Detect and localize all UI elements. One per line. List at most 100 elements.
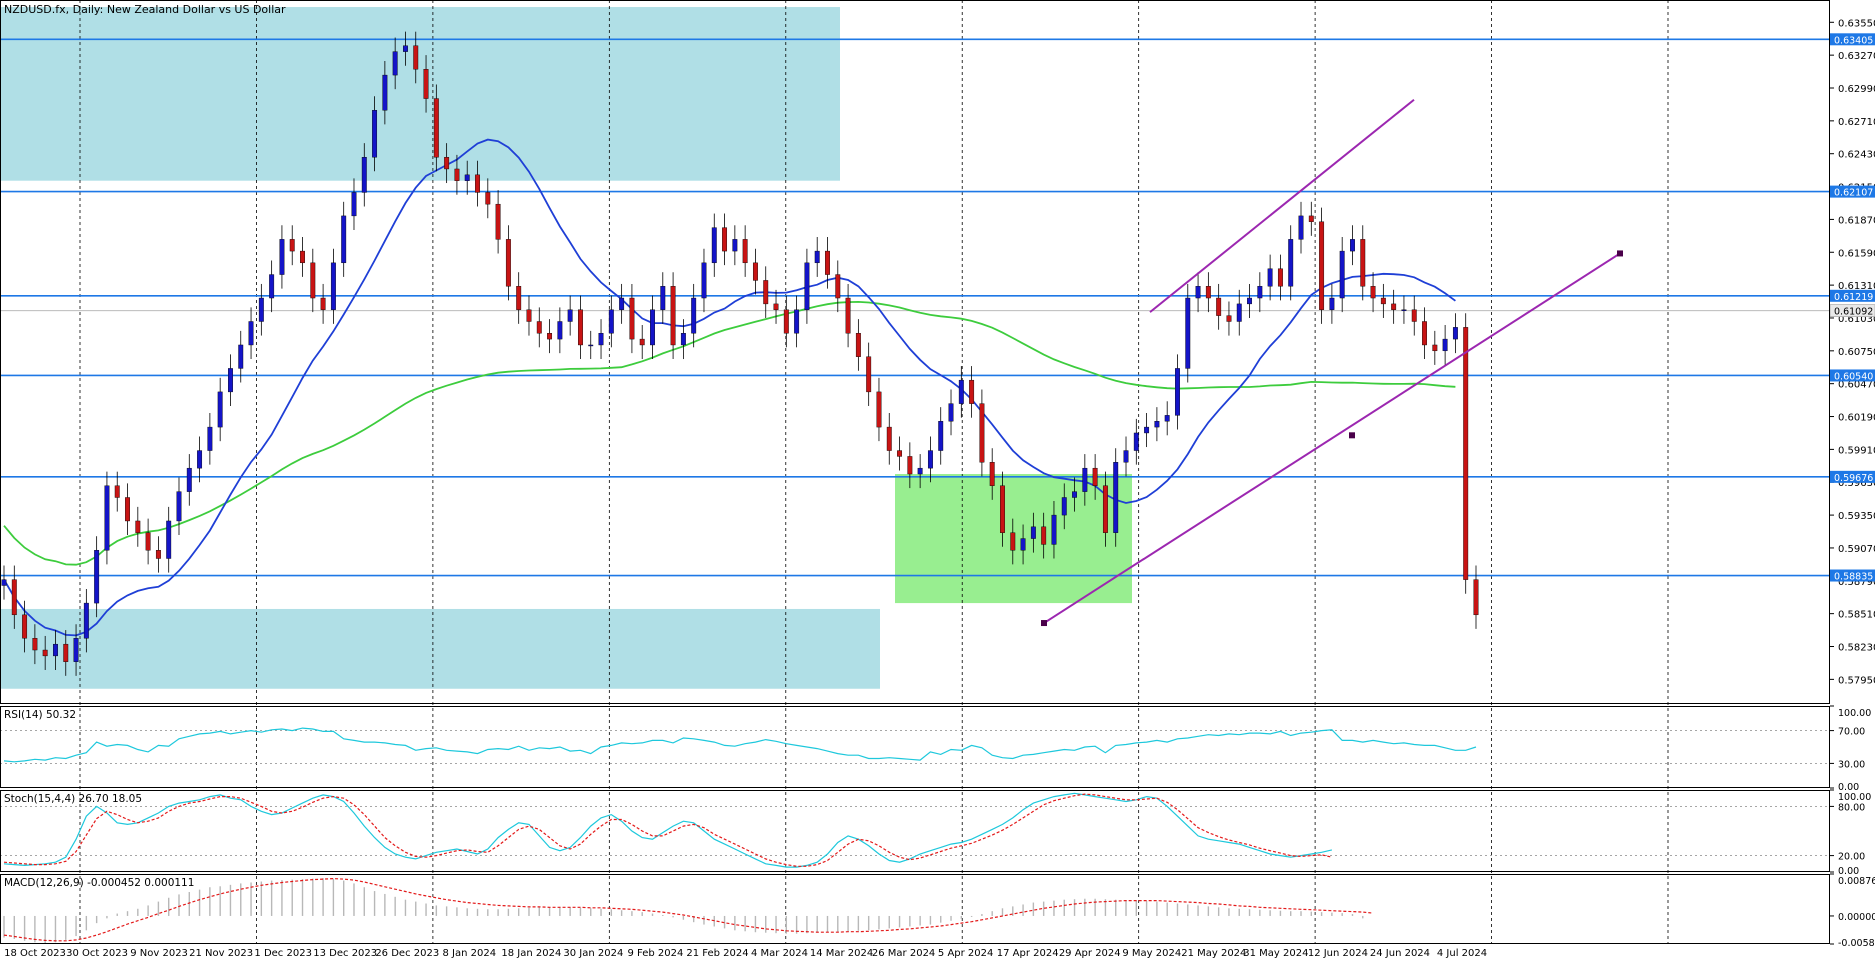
date-tick-label: 21 May 2024 [1181,948,1246,959]
bull-candle [1175,368,1180,416]
rsi-tick-label: 70.00 [1838,727,1865,738]
date-tick-label: 21 Feb 2024 [686,948,748,959]
bear-candle [536,321,542,334]
bull-candle [958,379,964,404]
rsi-tick-label: 30.00 [1838,759,1865,770]
bear-candle [42,649,48,657]
bull-candle [83,602,89,639]
bear-candle [1308,215,1314,222]
bear-candle [876,391,882,428]
date-tick-label: 18 Jan 2024 [501,948,561,959]
bull-candle [1350,239,1355,252]
bear-candle [670,286,676,346]
bull-candle [197,450,203,469]
bull-candle [1452,327,1458,340]
bull-candle [732,239,738,252]
bear-candle [547,333,553,340]
bull-candle [598,333,604,346]
date-tick-label: 12 Jun 2024 [1308,948,1368,959]
bull-candle [1113,462,1119,533]
date-tick-label: 29 Apr 2024 [1059,948,1121,959]
bear-candle [310,262,316,299]
stoch-tick-label: 80.00 [1838,802,1865,813]
rsi-rsi-line [3,727,1477,763]
bull-candle [248,321,254,346]
bull-candle [680,333,686,346]
bear-candle [886,426,892,451]
bull-candle [588,344,594,347]
date-tick-label: 4 Jul 2024 [1437,948,1487,959]
bear-candle [835,274,841,299]
date-tick-label: 30 Jan 2024 [563,948,623,959]
bear-candle [722,227,728,252]
bear-candle [495,203,501,240]
bear-candle [742,239,748,264]
macd-tick-label: 0.000000 [1838,912,1875,923]
ma-fast-line [3,138,1456,637]
bear-candle [516,286,522,310]
bear-candle [1205,286,1211,299]
bull-candle [217,391,223,428]
level-price-tag-text: 0.59676 [1834,473,1873,484]
stoch-tick-label: 100.00 [1838,792,1871,803]
bear-candle [423,69,429,99]
panel-frame [0,790,1830,872]
bull-candle [948,403,954,422]
bear-candle [1432,344,1438,352]
bear-candle [866,356,872,393]
bull-candle [330,262,336,310]
date-tick-label: 4 Mar 2024 [751,948,808,959]
date-tick-label: 5 Apr 2024 [938,948,993,959]
bear-candle [752,262,758,281]
bear-candle [1226,315,1232,322]
bear-candle [1463,327,1469,580]
bear-candle [763,280,769,305]
bear-candle [1092,467,1098,486]
bear-candle [505,239,511,287]
bull-candle [94,550,100,604]
bull-candle [691,297,697,334]
bull-candle [1339,250,1345,299]
bear-candle [413,45,419,70]
bull-candle [1051,514,1057,545]
bull-candle [1020,538,1026,551]
bear-candle [454,168,460,181]
rsi-tick-label: 0.00 [1838,782,1859,793]
date-tick-label: 9 Feb 2024 [627,948,683,959]
bull-candle [701,262,707,299]
bear-candle [855,333,861,357]
bull-candle [711,227,717,264]
bear-candle [485,192,491,205]
stoch-label: Stoch(15,4,4) 26.70 18.05 [4,793,142,805]
bear-candle [433,98,439,158]
bull-candle [917,467,923,475]
bull-candle [351,192,357,217]
bear-candle [1473,579,1479,616]
bull-candle [258,297,264,322]
bull-candle [104,485,110,551]
bear-candle [1422,321,1427,346]
bull-candle [382,74,388,111]
stoch-main-line [3,792,1333,868]
bear-candle [577,309,583,346]
bull-candle [176,491,182,522]
bull-candle [1401,309,1407,311]
date-tick-label: 9 Nov 2023 [130,948,188,959]
trendline-anchor [1349,432,1355,439]
date-tick-label: 18 Oct 2023 [4,948,66,959]
macd-label: MACD(12,26,9) -0.000452 0.000111 [4,877,194,889]
date-tick-label: 26 Mar 2024 [872,948,935,959]
bear-candle [114,485,120,498]
level-price-tag [1830,569,1875,582]
bull-candle [1123,450,1129,463]
trendline-support [1043,252,1621,624]
bear-candle [773,303,779,310]
date-tick-label: 30 Oct 2023 [66,948,128,959]
date-tick-label: 31 May 2024 [1243,948,1308,959]
